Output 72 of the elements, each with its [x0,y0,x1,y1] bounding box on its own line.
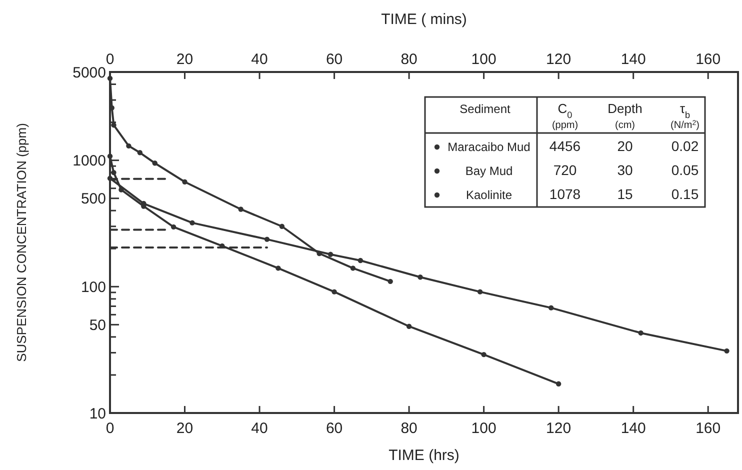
x2-tick-label: 40 [251,420,268,437]
point [276,266,281,271]
point [190,220,195,226]
x-tick-label: 160 [696,51,721,68]
x-tick-label: 80 [400,51,418,68]
x2-tick-label: 120 [546,420,572,437]
point [107,76,113,81]
point [238,206,244,212]
y-tick-label: 5000 [72,64,106,82]
annotation: (ppm) [552,120,578,131]
legend-label: Maracaibo Mud [448,140,530,154]
x2-tick-label: 60 [326,420,343,437]
point [107,154,113,159]
point [556,381,562,386]
annotation: C$_{0}$ [558,101,572,120]
x-tick-label: 60 [326,51,343,68]
legend-title: Sediment [460,102,512,116]
annotation: 1078 [549,186,581,202]
point [152,160,158,166]
y-tick-label: 500 [80,190,106,208]
y-tick-label: 50 [89,316,106,334]
annotation: 4456 [549,138,581,154]
point [477,289,483,294]
x-tick-label: 40 [251,51,268,68]
x2-tick-label: 100 [471,420,496,437]
point [328,252,334,258]
point [638,330,644,336]
x2-tick-label: 140 [620,420,646,437]
x-tick-label: 120 [546,51,572,68]
annotation: 15 [617,186,633,202]
x-tick-label: 0 [106,51,114,68]
x2-axis-title: TIME ( mins) [381,11,467,28]
point [548,305,554,310]
annotation: (cm) [615,120,635,131]
y-tick-label: 10 [89,405,106,422]
y-tick-label: 100 [80,278,106,296]
point [264,236,270,242]
annotation: τ$_{b}$ [680,101,690,120]
point [137,150,143,156]
point [724,348,730,354]
point [418,274,423,280]
x2-tick-label: 160 [696,420,721,437]
annotation: 30 [617,162,633,178]
x2-tick-label: 80 [400,420,418,437]
annotation: (N/m$^{2}$) [670,120,700,131]
point [182,179,188,184]
x-tick-label: 100 [471,51,496,68]
x-tick-label: 140 [620,51,646,68]
annotation: 20 [617,138,633,154]
point [358,258,364,264]
point [126,143,132,149]
point [170,224,176,230]
point [481,352,486,358]
y-axis-title: SUSPENSION CONCENTRATION (ppm) [14,123,29,362]
legend-label: Kaolinite [466,188,512,202]
legend-label: Bay Mud [465,164,513,178]
point [388,278,393,284]
point [350,266,356,271]
x2-tick-label: 0 [106,420,114,437]
annotation: 0.15 [671,186,699,202]
x-axis-title: TIME (hrs) [388,447,460,464]
x-tick-label: 20 [176,51,194,68]
annotation: Depth [608,101,642,116]
y-tick-label: 1000 [72,152,106,170]
point [406,324,412,329]
point [279,224,285,229]
annotation: 0.02 [671,138,699,154]
point [118,187,124,192]
annotation: 720 [553,162,577,178]
x2-tick-label: 20 [176,420,194,437]
annotation: 0.05 [671,162,699,178]
point [332,289,337,294]
